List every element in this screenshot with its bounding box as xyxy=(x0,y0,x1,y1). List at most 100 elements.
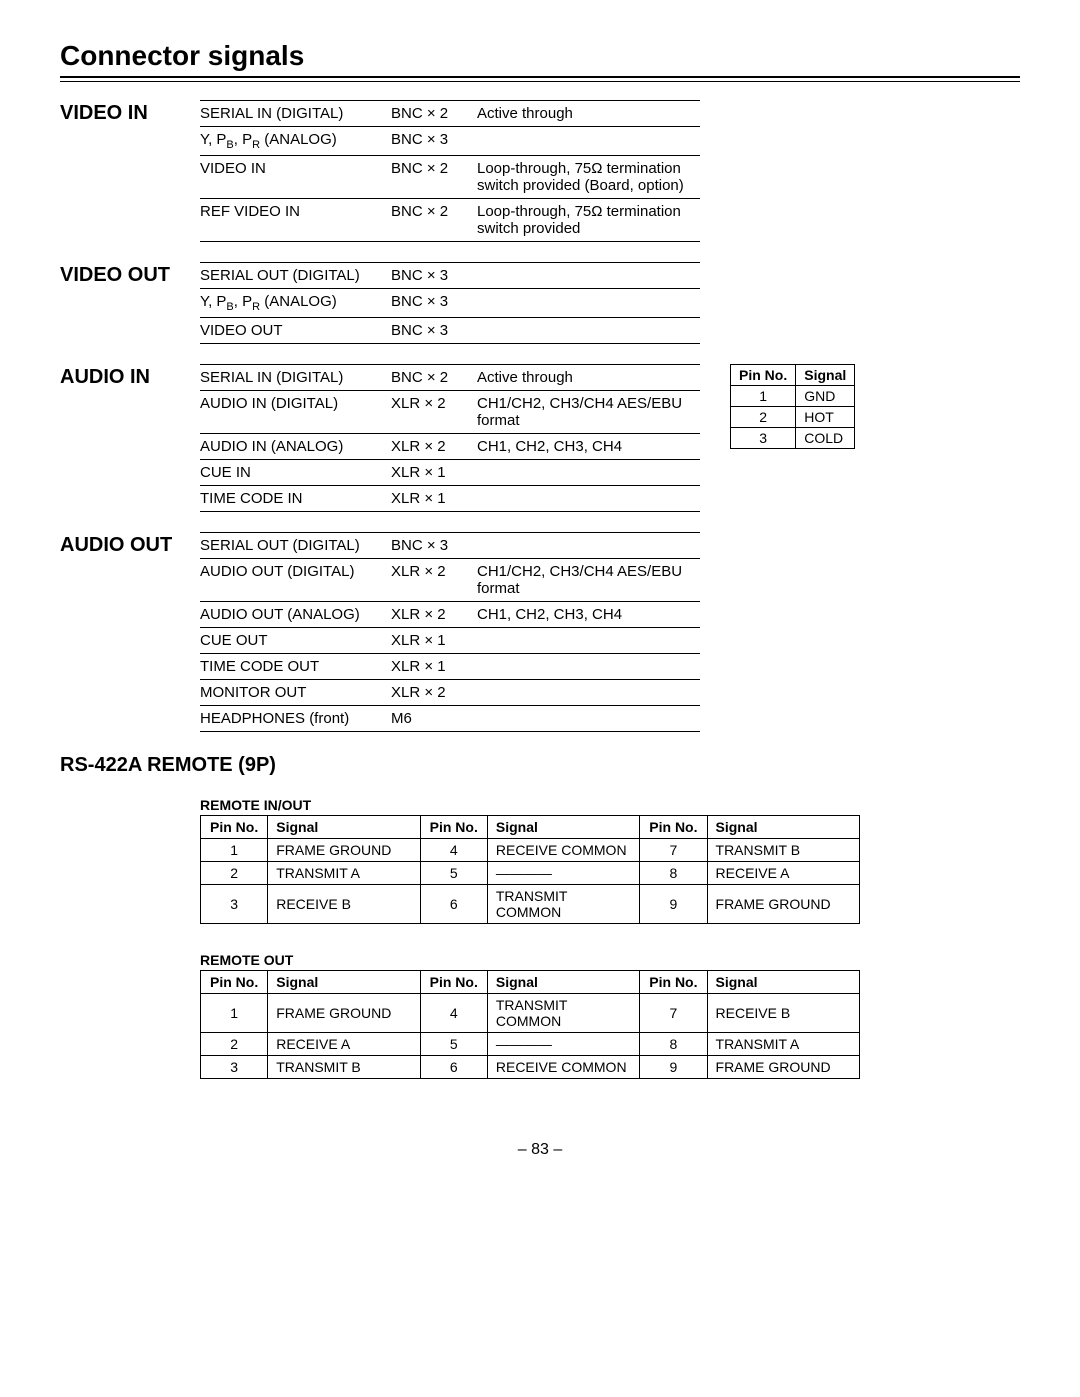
cell-name: SERIAL IN (DIGITAL) xyxy=(200,101,391,127)
cell-note: Loop-through, 75Ω termination switch pro… xyxy=(477,199,700,242)
header-cell: Signal xyxy=(268,971,420,994)
table-row: Y, PB, PR (ANALOG)BNC × 3 xyxy=(200,289,700,318)
cell-connector: BNC × 2 xyxy=(391,101,477,127)
cell-note xyxy=(477,628,700,654)
table-row: AUDIO OUT (DIGITAL)XLR × 2CH1/CH2, CH3/C… xyxy=(200,559,700,602)
cell-connector: XLR × 1 xyxy=(391,486,477,512)
header-cell: Pin No. xyxy=(201,971,268,994)
header-cell: Signal xyxy=(707,971,859,994)
rs422-body: REMOTE IN/OUTPin No.SignalPin No.SignalP… xyxy=(200,797,1020,1101)
cell-note: Loop-through, 75Ω termination switch pro… xyxy=(477,156,700,199)
cell-note xyxy=(477,263,700,289)
cell-signal: COLD xyxy=(796,428,855,449)
cell-name: AUDIO IN (ANALOG) xyxy=(200,434,391,460)
table-pin-mini: Pin No. Signal 1GND2HOT3COLD xyxy=(730,364,855,449)
table-row: Y, PB, PR (ANALOG)BNC × 3 xyxy=(200,127,700,156)
remote-subtitle: REMOTE IN/OUT xyxy=(200,797,1020,813)
header-cell: Pin No. xyxy=(640,816,707,839)
cell-pin: 7 xyxy=(640,994,707,1033)
cell-signal: FRAME GROUND xyxy=(268,839,420,862)
cell-pin: 9 xyxy=(640,1056,707,1079)
cell-signal: RECEIVE COMMON xyxy=(487,839,639,862)
table-row: 2HOT xyxy=(731,407,855,428)
table-row: CUE OUTXLR × 1 xyxy=(200,628,700,654)
table-row: SERIAL OUT (DIGITAL)BNC × 3 xyxy=(200,263,700,289)
cell-pin: 8 xyxy=(640,1033,707,1056)
table-row: 1FRAME GROUND4RECEIVE COMMON7TRANSMIT B xyxy=(201,839,860,862)
cell-connector: XLR × 1 xyxy=(391,654,477,680)
cell-connector: XLR × 2 xyxy=(391,680,477,706)
cell-pin: 1 xyxy=(201,839,268,862)
cell-pin: 6 xyxy=(420,1056,487,1079)
cell-connector: BNC × 3 xyxy=(391,289,477,318)
cell-pin: 1 xyxy=(201,994,268,1033)
heading-video-out: VIDEO OUT xyxy=(60,262,200,287)
section-video-out: VIDEO OUT SERIAL OUT (DIGITAL)BNC × 3Y, … xyxy=(60,262,1020,344)
cell-connector: M6 xyxy=(391,706,477,732)
section-video-in: VIDEO IN SERIAL IN (DIGITAL)BNC × 2Activ… xyxy=(60,100,1020,242)
cell-pin: 3 xyxy=(731,428,796,449)
table-row: 1GND xyxy=(731,386,855,407)
section-rs422: RS-422A REMOTE (9P) xyxy=(60,752,1020,777)
cell-signal: TRANSMIT B xyxy=(268,1056,420,1079)
table-row: 3TRANSMIT B6RECEIVE COMMON9FRAME GROUND xyxy=(201,1056,860,1079)
cell-name: TIME CODE OUT xyxy=(200,654,391,680)
table-row: 2TRANSMIT A5————8RECEIVE A xyxy=(201,862,860,885)
cell-note: CH1, CH2, CH3, CH4 xyxy=(477,434,700,460)
cell-signal: ———— xyxy=(487,862,639,885)
table-row: VIDEO OUTBNC × 3 xyxy=(200,318,700,344)
cell-signal: FRAME GROUND xyxy=(707,885,859,924)
table-row: VIDEO INBNC × 2Loop-through, 75Ω termina… xyxy=(200,156,700,199)
cell-note xyxy=(477,680,700,706)
cell-pin: 3 xyxy=(201,1056,268,1079)
table-video-out: SERIAL OUT (DIGITAL)BNC × 3Y, PB, PR (AN… xyxy=(200,262,700,344)
pin-mini-h0: Pin No. xyxy=(731,365,796,386)
cell-note xyxy=(477,318,700,344)
cell-name: TIME CODE IN xyxy=(200,486,391,512)
table-row: REF VIDEO INBNC × 2Loop-through, 75Ω ter… xyxy=(200,199,700,242)
cell-name: SERIAL IN (DIGITAL) xyxy=(200,365,391,391)
cell-connector: XLR × 1 xyxy=(391,460,477,486)
cell-note xyxy=(477,533,700,559)
header-cell: Signal xyxy=(707,816,859,839)
cell-signal: TRANSMIT COMMON xyxy=(487,994,639,1033)
cell-pin: 8 xyxy=(640,862,707,885)
cell-name: HEADPHONES (front) xyxy=(200,706,391,732)
header-cell: Signal xyxy=(268,816,420,839)
cell-note: CH1, CH2, CH3, CH4 xyxy=(477,602,700,628)
table-row: AUDIO IN (ANALOG)XLR × 2CH1, CH2, CH3, C… xyxy=(200,434,700,460)
cell-pin: 2 xyxy=(201,1033,268,1056)
cell-name: VIDEO OUT xyxy=(200,318,391,344)
cell-signal: TRANSMIT B xyxy=(707,839,859,862)
cell-connector: BNC × 2 xyxy=(391,156,477,199)
cell-signal: GND xyxy=(796,386,855,407)
table-row: TIME CODE INXLR × 1 xyxy=(200,486,700,512)
cell-name: CUE IN xyxy=(200,460,391,486)
table-audio-in: SERIAL IN (DIGITAL)BNC × 2Active through… xyxy=(200,364,700,512)
pin-mini-h1: Signal xyxy=(796,365,855,386)
section-audio-out: AUDIO OUT SERIAL OUT (DIGITAL)BNC × 3AUD… xyxy=(60,532,1020,732)
header-cell: Pin No. xyxy=(201,816,268,839)
cell-signal: TRANSMIT A xyxy=(268,862,420,885)
cell-signal: RECEIVE B xyxy=(268,885,420,924)
cell-pin: 2 xyxy=(201,862,268,885)
cell-name: MONITOR OUT xyxy=(200,680,391,706)
cell-name: SERIAL OUT (DIGITAL) xyxy=(200,533,391,559)
cell-name: CUE OUT xyxy=(200,628,391,654)
section-audio-in: AUDIO IN SERIAL IN (DIGITAL)BNC × 2Activ… xyxy=(60,364,1020,512)
cell-connector: XLR × 1 xyxy=(391,628,477,654)
cell-note xyxy=(477,654,700,680)
cell-pin: 2 xyxy=(731,407,796,428)
title-rule xyxy=(60,76,1020,82)
table-row: 1FRAME GROUND4TRANSMIT COMMON7RECEIVE B xyxy=(201,994,860,1033)
cell-pin: 5 xyxy=(420,862,487,885)
header-cell: Signal xyxy=(487,816,639,839)
cell-note: CH1/CH2, CH3/CH4 AES/EBU format xyxy=(477,391,700,434)
cell-connector: XLR × 2 xyxy=(391,434,477,460)
table-video-in: SERIAL IN (DIGITAL)BNC × 2Active through… xyxy=(200,100,700,242)
cell-name: AUDIO OUT (ANALOG) xyxy=(200,602,391,628)
cell-note xyxy=(477,460,700,486)
cell-note: Active through xyxy=(477,365,700,391)
cell-name: Y, PB, PR (ANALOG) xyxy=(200,289,391,318)
cell-note xyxy=(477,706,700,732)
